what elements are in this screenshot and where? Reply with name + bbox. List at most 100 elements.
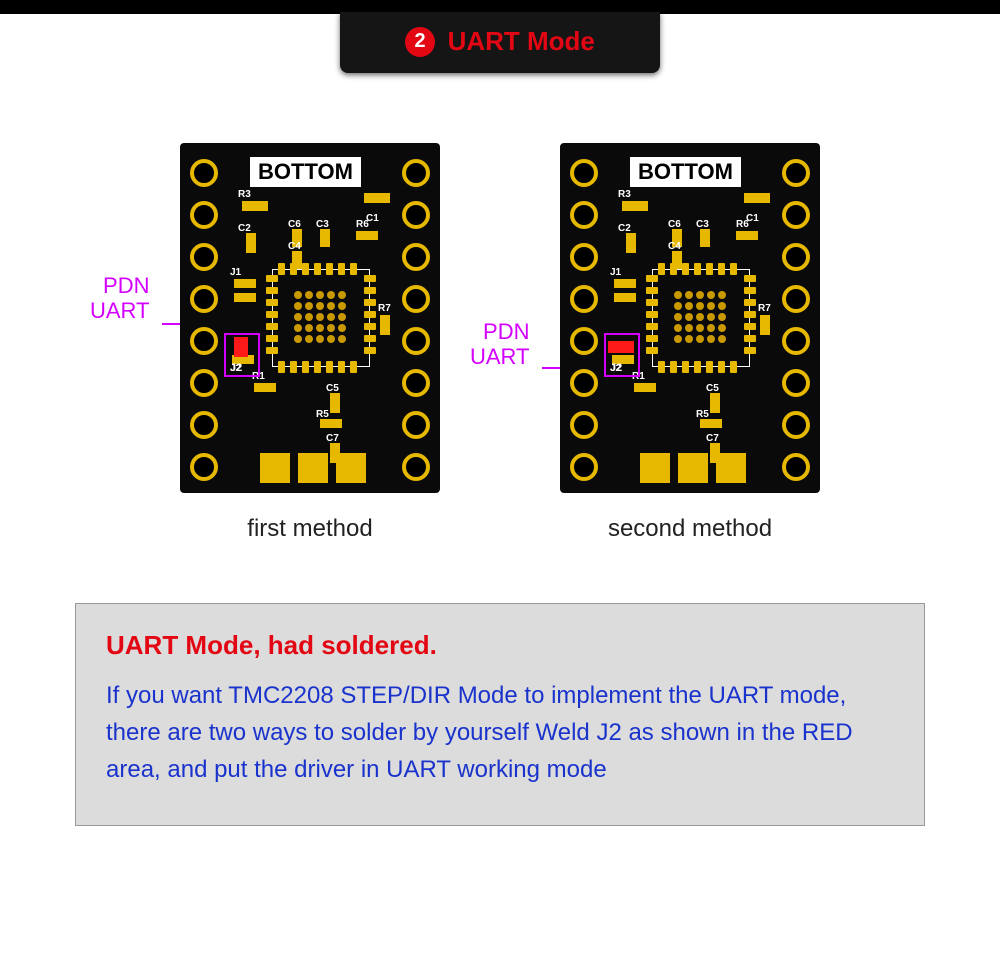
smd-pad — [760, 315, 770, 335]
qfn-pad — [744, 335, 756, 342]
pin-hole — [782, 201, 810, 229]
pin-hole — [190, 285, 218, 313]
smd-pad — [254, 383, 276, 392]
qfn-pad — [278, 361, 285, 373]
silkscreen-label: C6 — [288, 219, 301, 230]
qfn-pad — [266, 311, 278, 318]
pin-hole — [570, 201, 598, 229]
title-text: UART Mode — [448, 26, 595, 56]
silkscreen-label: R5 — [316, 409, 329, 420]
pin-hole — [782, 243, 810, 271]
smd-pad — [364, 193, 390, 203]
info-body: If you want TMC2208 STEP/DIR Mode to imp… — [106, 677, 894, 789]
smd-pad — [356, 231, 378, 240]
qfn-pad — [266, 335, 278, 342]
thermal-via-grid — [294, 291, 346, 343]
pin-hole — [570, 285, 598, 313]
silkscreen-label: C6 — [668, 219, 681, 230]
pin-hole — [402, 159, 430, 187]
silkscreen-label: R7 — [758, 303, 771, 314]
silkscreen-label: R7 — [378, 303, 391, 314]
big-pad — [260, 453, 290, 483]
smd-pad — [234, 293, 256, 302]
board-col-0: PDNUARTBOTTOMR3C1C2C6C3R6C4J1R7J2R1C5R5C… — [180, 143, 440, 543]
pdn-uart-label: PDNUART — [470, 319, 530, 370]
qfn-pad — [670, 263, 677, 275]
smd-pad — [320, 419, 342, 428]
silkscreen-label: C2 — [618, 223, 631, 234]
pin-hole — [190, 369, 218, 397]
qfn-pad — [364, 347, 376, 354]
silkscreen-label: C5 — [706, 383, 719, 394]
qfn-pad — [266, 347, 278, 354]
qfn-pad — [290, 263, 297, 275]
big-pad — [716, 453, 746, 483]
pcb-board: BOTTOMR3C1C2C6C3R6C4J1R7J2R1C5R5C7J2 — [560, 143, 820, 493]
pin-hole — [570, 327, 598, 355]
silkscreen-label: C7 — [326, 433, 339, 444]
qfn-pad — [314, 263, 321, 275]
qfn-pad — [646, 347, 658, 354]
smd-pad — [744, 193, 770, 203]
silkscreen-bottom-label: BOTTOM — [630, 157, 741, 187]
board-col-1: PDNUARTBOTTOMR3C1C2C6C3R6C4J1R7J2R1C5R5C… — [560, 143, 820, 543]
pdn-uart-label: PDNUART — [90, 273, 150, 324]
thermal-via-grid — [674, 291, 726, 343]
qfn-pad — [326, 361, 333, 373]
pin-hole — [570, 243, 598, 271]
qfn-pad — [350, 361, 357, 373]
qfn-pad — [646, 311, 658, 318]
qfn-pad — [302, 361, 309, 373]
pin-hole — [190, 411, 218, 439]
pin-hole — [570, 369, 598, 397]
pin-hole — [190, 327, 218, 355]
pin-hole — [190, 243, 218, 271]
qfn-pad — [744, 347, 756, 354]
pin-hole — [402, 453, 430, 481]
qfn-pad — [364, 275, 376, 282]
silkscreen-label: C2 — [238, 223, 251, 234]
qfn-pad — [744, 323, 756, 330]
board-caption: second method — [560, 515, 820, 543]
smd-pad — [634, 383, 656, 392]
smd-pad — [242, 201, 268, 211]
qfn-pad — [266, 275, 278, 282]
smd-pad — [736, 231, 758, 240]
badge-number: 2 — [405, 27, 435, 57]
qfn-pad — [364, 311, 376, 318]
silkscreen-label: C5 — [326, 383, 339, 394]
silkscreen-label: J1 — [230, 267, 241, 278]
big-pad — [678, 453, 708, 483]
smd-pad — [246, 233, 256, 253]
smd-pad — [234, 279, 256, 288]
silkscreen-label: C7 — [706, 433, 719, 444]
info-box: UART Mode, had soldered. If you want TMC… — [75, 603, 925, 826]
silkscreen-label: R3 — [238, 189, 251, 200]
j2-solder-red — [608, 341, 634, 353]
big-pad — [336, 453, 366, 483]
qfn-pad — [326, 263, 333, 275]
qfn-pad — [364, 287, 376, 294]
qfn-pad — [646, 299, 658, 306]
qfn-pad — [744, 311, 756, 318]
qfn-pad — [744, 299, 756, 306]
qfn-pad — [682, 361, 689, 373]
qfn-pad — [646, 323, 658, 330]
qfn-pad — [694, 263, 701, 275]
qfn-pad — [364, 335, 376, 342]
info-heading: UART Mode, had soldered. — [106, 630, 894, 661]
big-pad — [298, 453, 328, 483]
pin-hole — [782, 453, 810, 481]
silkscreen-label: J1 — [610, 267, 621, 278]
pin-hole — [402, 201, 430, 229]
qfn-pad — [302, 263, 309, 275]
qfn-pad — [706, 361, 713, 373]
pin-hole — [782, 159, 810, 187]
board-caption: first method — [180, 515, 440, 543]
silkscreen-label: C4 — [288, 241, 301, 252]
pcb-board: BOTTOMR3C1C2C6C3R6C4J1R7J2R1C5R5C7J2 — [180, 143, 440, 493]
qfn-pad — [706, 263, 713, 275]
qfn-pad — [646, 275, 658, 282]
silkscreen-label: C3 — [316, 219, 329, 230]
qfn-pad — [338, 361, 345, 373]
